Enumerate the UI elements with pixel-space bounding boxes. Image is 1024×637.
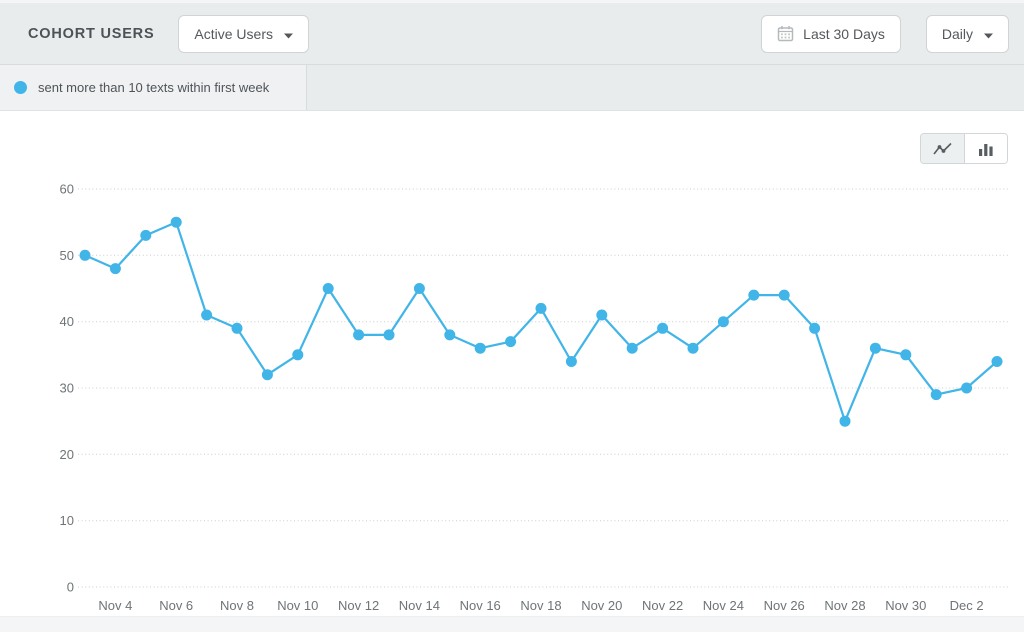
svg-text:Nov 30: Nov 30 bbox=[885, 598, 926, 613]
svg-text:Nov 16: Nov 16 bbox=[460, 598, 501, 613]
metric-dropdown[interactable]: Active Users bbox=[178, 14, 309, 53]
line-chart-toggle-button[interactable] bbox=[921, 134, 964, 163]
page-title: COHORT USERS bbox=[28, 25, 155, 42]
legend-row: sent more than 10 texts within first wee… bbox=[0, 65, 1024, 111]
header-right: Last 30 Days Daily bbox=[761, 14, 1009, 53]
series-color-dot bbox=[14, 81, 27, 94]
chevron-down-icon bbox=[984, 26, 993, 42]
granularity-dropdown[interactable]: Daily bbox=[925, 14, 1009, 53]
svg-text:60: 60 bbox=[60, 182, 74, 197]
bar-chart-toggle-button[interactable] bbox=[964, 134, 1007, 163]
svg-text:Nov 14: Nov 14 bbox=[399, 598, 440, 613]
series-label: sent more than 10 texts within first wee… bbox=[38, 80, 270, 95]
report-header: COHORT USERS Active Users bbox=[0, 0, 1024, 65]
svg-text:Nov 20: Nov 20 bbox=[581, 598, 622, 613]
svg-text:0: 0 bbox=[67, 580, 74, 595]
legend-item[interactable]: sent more than 10 texts within first wee… bbox=[0, 65, 307, 110]
svg-text:10: 10 bbox=[60, 513, 74, 528]
svg-text:Nov 28: Nov 28 bbox=[824, 598, 865, 613]
svg-text:Nov 18: Nov 18 bbox=[520, 598, 561, 613]
svg-text:30: 30 bbox=[60, 381, 74, 396]
svg-text:Dec 2: Dec 2 bbox=[950, 598, 984, 613]
calendar-icon bbox=[777, 25, 794, 42]
chart-area: 0 10 20 30 40 50 60 Nov 4 Nov 6 Nov 8 Nov 10 Nov 12… bbox=[0, 111, 1024, 632]
svg-text:Nov 4: Nov 4 bbox=[98, 598, 132, 613]
bar-chart-icon bbox=[978, 142, 994, 156]
cohort-users-line-chart: 0 10 20 30 40 50 60 Nov 4 Nov 6 Nov 8 Nov 10 Nov 12… bbox=[60, 182, 1010, 613]
svg-text:50: 50 bbox=[60, 248, 74, 263]
header-left: COHORT USERS Active Users bbox=[28, 14, 309, 53]
svg-text:Nov 22: Nov 22 bbox=[642, 598, 683, 613]
granularity-dropdown-value: Daily bbox=[941, 25, 973, 42]
line-chart-icon bbox=[932, 142, 953, 156]
svg-text:Nov 24: Nov 24 bbox=[703, 598, 744, 613]
svg-text:Nov 6: Nov 6 bbox=[159, 598, 193, 613]
svg-text:Nov 10: Nov 10 bbox=[277, 598, 318, 613]
svg-text:Nov 8: Nov 8 bbox=[220, 598, 254, 613]
svg-text:40: 40 bbox=[60, 314, 74, 329]
chevron-down-icon bbox=[284, 26, 293, 42]
svg-text:Nov 26: Nov 26 bbox=[764, 598, 805, 613]
bottom-strip bbox=[0, 616, 1024, 632]
date-range-button[interactable]: Last 30 Days bbox=[761, 14, 901, 53]
metric-dropdown-value: Active Users bbox=[194, 25, 273, 42]
svg-text:20: 20 bbox=[60, 447, 74, 462]
chart-type-toggle bbox=[920, 133, 1008, 164]
date-range-label: Last 30 Days bbox=[803, 25, 885, 42]
svg-text:Nov 12: Nov 12 bbox=[338, 598, 379, 613]
